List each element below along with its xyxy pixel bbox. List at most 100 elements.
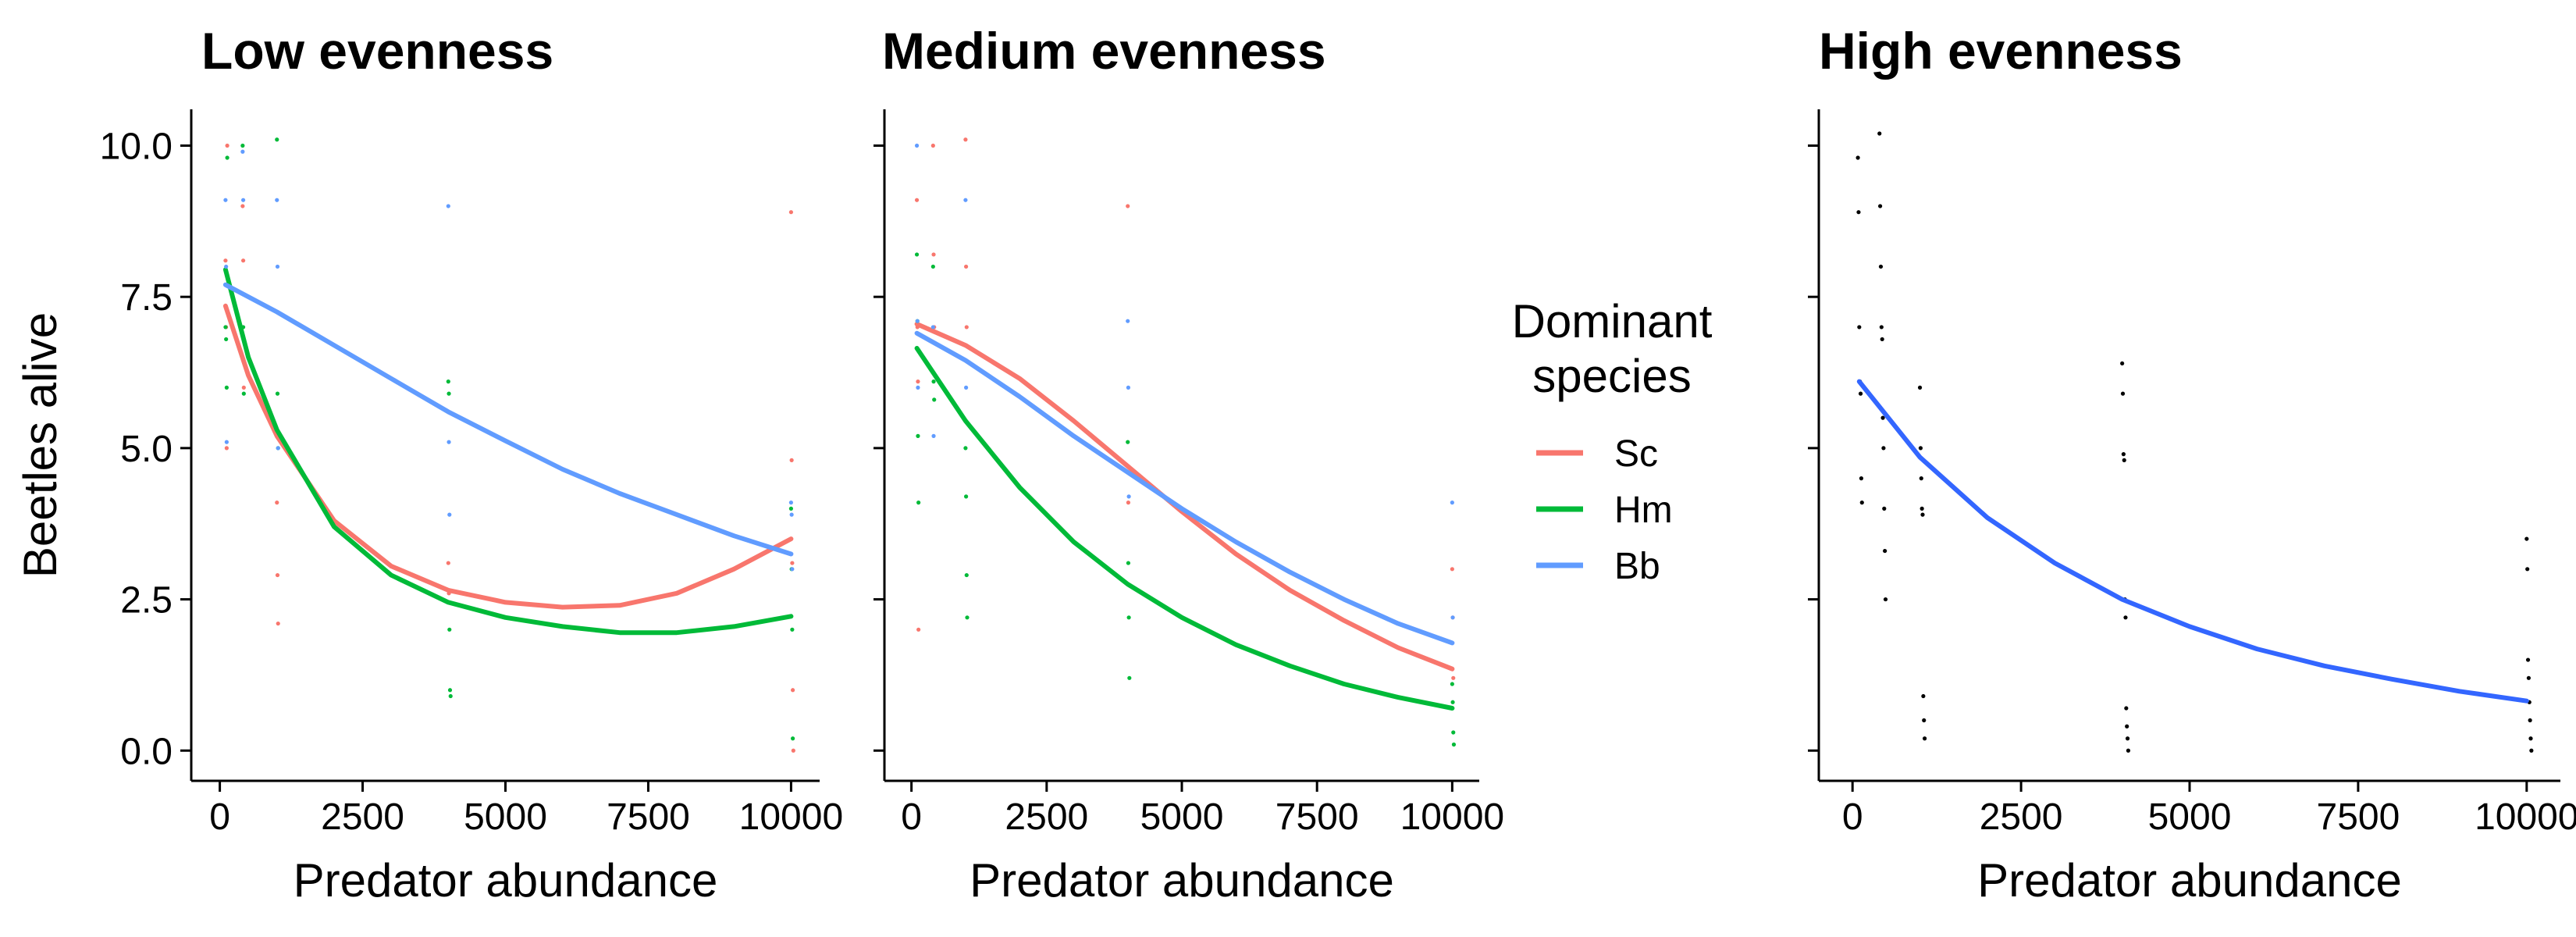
data-point [791, 736, 795, 741]
data-point [1126, 204, 1130, 208]
series-bb [914, 143, 1455, 646]
data-point [931, 433, 936, 438]
data-point [446, 379, 450, 384]
fit-curve [1856, 379, 2529, 704]
data-point [447, 512, 452, 517]
data-point [2526, 675, 2532, 680]
data-point [1126, 319, 1130, 323]
data-point [1857, 325, 1862, 330]
x-tick-label: 0 [209, 796, 230, 838]
y-tick-label: 2.5 [120, 580, 173, 622]
panel-title: Low evenness [201, 22, 553, 80]
series-sc [222, 143, 795, 753]
data-point [275, 501, 279, 505]
data-point [447, 391, 451, 396]
data-point [790, 561, 795, 565]
data-point [1126, 561, 1131, 565]
fit-curve [222, 267, 794, 636]
legend: Dominant species Sc Hm Bb [1512, 295, 1713, 587]
data-point [931, 252, 936, 257]
data-point [2124, 706, 2129, 711]
data-point [2525, 657, 2531, 662]
data-point [788, 506, 794, 511]
data-point [964, 494, 969, 499]
data-point [2125, 736, 2130, 741]
fit-curve [222, 303, 794, 610]
x-axis-title: Predator abundance [1977, 854, 2402, 907]
fit-curve [222, 282, 794, 557]
data-point [1127, 675, 1132, 680]
data-point [790, 627, 795, 632]
data-point [963, 198, 968, 202]
data-point [275, 391, 280, 396]
x-tick-label: 5000 [2148, 796, 2232, 838]
x-tick-label: 10000 [2475, 796, 2576, 838]
x-tick-label: 0 [1842, 796, 1863, 838]
legend-title-line2: species [1532, 350, 1691, 402]
data-point [916, 379, 920, 384]
data-point [1883, 548, 1888, 554]
data-point [446, 561, 450, 565]
fit-curve [914, 322, 1455, 672]
data-point [1880, 337, 1884, 342]
data-point [964, 264, 969, 269]
data-point [224, 264, 229, 269]
data-point [916, 627, 921, 632]
data-point [225, 143, 229, 148]
legend-label: Bb [1614, 546, 1660, 587]
data-point [1126, 494, 1131, 499]
data-point [1859, 476, 1864, 481]
data-point [446, 204, 450, 208]
data-point [1882, 506, 1887, 511]
data-point [2120, 361, 2125, 366]
data-point [275, 137, 279, 142]
data-point [275, 198, 279, 202]
data-point [1126, 385, 1131, 390]
data-point [789, 458, 794, 462]
x-tick-label: 7500 [607, 796, 690, 838]
fit-curve [914, 346, 1455, 711]
data-point [790, 567, 795, 572]
x-axis-title: Predator abundance [294, 854, 718, 907]
data-point [447, 688, 453, 693]
legend-items: Sc Hm Bb [1536, 433, 1673, 587]
data-point [2125, 724, 2129, 729]
data-point [448, 693, 453, 699]
data-point [1918, 446, 1923, 451]
data-point [1858, 391, 1863, 396]
y-axis-title: Beetles alive [14, 312, 66, 578]
legend-item-sc: Sc [1536, 433, 1658, 475]
data-point [224, 440, 229, 444]
data-point [275, 264, 280, 269]
data-point [930, 325, 935, 330]
data-point [964, 385, 969, 390]
panel-title: High evenness [1819, 22, 2183, 80]
data-point [276, 446, 280, 451]
data-point [788, 501, 794, 505]
data-point [1450, 567, 1454, 572]
x-tick-label: 2500 [1005, 796, 1088, 838]
data-point [1451, 675, 1456, 680]
data-point [1881, 446, 1886, 451]
legend-item-bb: Bb [1536, 546, 1660, 587]
data-point [240, 143, 245, 148]
data-point [2123, 615, 2128, 620]
data-point [1450, 615, 1455, 620]
data-point [1877, 131, 1882, 136]
data-point [2528, 718, 2532, 723]
x-tick-label: 0 [901, 796, 922, 838]
data-point [223, 325, 228, 330]
x-tick-label: 7500 [1276, 796, 1359, 838]
data-point [932, 397, 937, 402]
data-point [915, 319, 920, 323]
data-point [241, 385, 246, 390]
panel-1: Low evenness 0 2500 5000 7500 10000 0.0 2.5 5.0 7… [14, 22, 843, 907]
series-all [1856, 131, 2534, 753]
y-tick-label: 0.0 [120, 731, 173, 772]
data-point [2529, 748, 2534, 753]
data-point [916, 501, 921, 505]
data-point [241, 391, 246, 396]
data-point [789, 512, 794, 517]
data-point [225, 155, 229, 160]
